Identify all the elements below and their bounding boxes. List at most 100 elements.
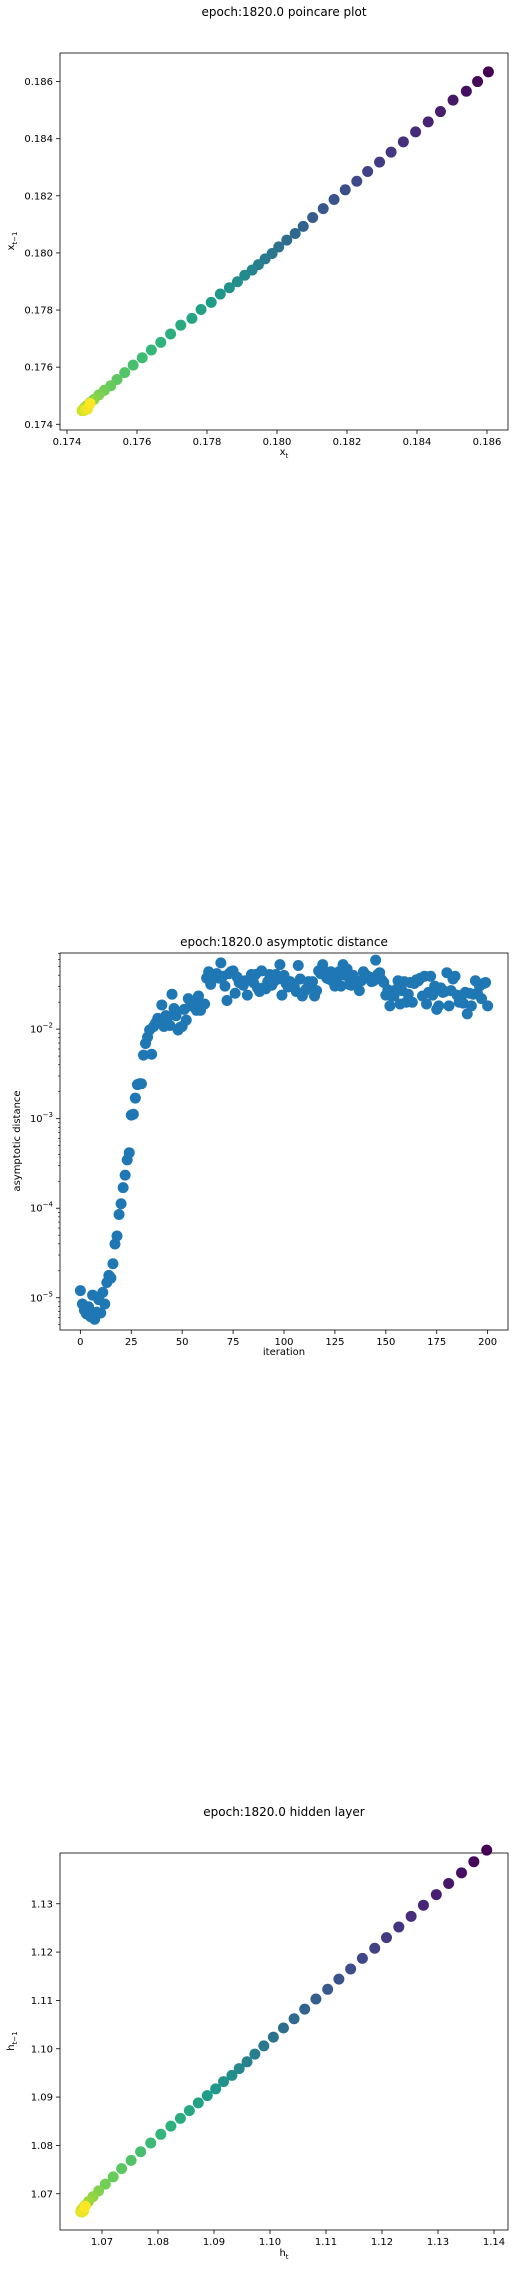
data-point (136, 352, 148, 364)
data-point (277, 2022, 289, 2034)
x-tick-label: 0 (77, 1337, 83, 1348)
x-tick-label: 50 (176, 1337, 189, 1348)
data-point (482, 66, 494, 78)
data-point (241, 2056, 253, 2068)
data-point (374, 156, 386, 168)
x-tick-label: 175 (427, 1337, 446, 1348)
hidden-layer-ticks: 1.07 1.08 1.09 1.10 1.11 1.12 1.13 1.14 1.07 1.08… (31, 1899, 505, 2248)
data-point (433, 1000, 445, 1012)
x-tick-label: 1.07 (91, 2237, 113, 2248)
data-point (425, 970, 437, 982)
data-point (393, 1921, 405, 1933)
data-point (214, 288, 226, 300)
data-point (123, 1147, 135, 1159)
data-point (111, 1230, 123, 1242)
x-tick-label: 150 (376, 1337, 395, 1348)
x-tick-label: 0.184 (403, 437, 432, 448)
y-tick-label: 1.08 (31, 2141, 53, 2152)
y-tick-label: 0.184 (24, 134, 53, 145)
data-point (155, 336, 167, 348)
hidden-layer-plot: epoch:1820.0 hidden layer 1.07 1.08 1.09 1.… (6, 1805, 509, 2261)
data-point (472, 76, 484, 88)
data-point (219, 980, 231, 992)
data-point (456, 1867, 468, 1879)
x-tick-label: 1.09 (203, 2237, 225, 2248)
data-point (356, 1952, 368, 1964)
poincare-plot-ticks: 0.174 0.176 0.178 0.180 0.182 0.184 0.186 0.174… (24, 77, 501, 448)
data-point (351, 175, 363, 187)
y-tick-label: 0.180 (24, 248, 53, 259)
data-point (166, 988, 178, 1000)
data-point (417, 1899, 429, 1911)
data-point (345, 1963, 357, 1975)
hidden-layer-points (75, 1844, 493, 2218)
data-point (292, 960, 304, 972)
data-point (385, 146, 397, 158)
data-point (427, 989, 439, 1001)
y-tick-label: 10−2 (30, 1022, 53, 1036)
data-point (476, 993, 488, 1005)
data-point (434, 106, 446, 118)
data-point (249, 2048, 261, 2060)
data-point (170, 1010, 182, 1022)
data-point (145, 344, 157, 356)
x-tick-label: 0.182 (333, 437, 362, 448)
data-point (165, 2120, 177, 2132)
hidden-layer-frame (59, 1852, 509, 2231)
data-point (135, 2146, 147, 2158)
data-point (397, 136, 409, 148)
data-point (183, 2105, 195, 2117)
data-point (480, 977, 492, 989)
data-point (186, 312, 198, 324)
data-point (460, 85, 472, 97)
data-point (231, 276, 243, 288)
data-point (116, 2163, 128, 2175)
data-point (380, 1932, 392, 1944)
data-point (97, 1286, 109, 1298)
data-point (328, 194, 340, 206)
y-tick-label: 1.12 (31, 1948, 53, 1959)
asymptotic-distance-xlabel: iteration (263, 1347, 305, 1358)
y-tick-label: 10−4 (30, 1201, 54, 1215)
poincare-plot-frame (59, 52, 509, 431)
data-point (258, 2040, 270, 2052)
data-point (229, 987, 241, 999)
y-tick-label: 0.174 (24, 420, 53, 431)
data-point (422, 116, 434, 128)
data-point (215, 957, 227, 969)
data-point (162, 1011, 174, 1023)
data-point (307, 976, 319, 988)
data-point (192, 2097, 204, 2109)
data-point (468, 1856, 480, 1868)
data-point (218, 2076, 230, 2088)
data-point (362, 166, 374, 178)
data-point (119, 1169, 131, 1181)
y-tick-label: 10−5 (30, 1290, 53, 1304)
data-point (146, 1048, 158, 1060)
asymptotic-distance-points (74, 954, 494, 1325)
poincare-plot: epoch:1820.0 poincare plot 0.174 0.176 0.1… (6, 5, 509, 460)
data-point (465, 1000, 477, 1012)
data-point (421, 998, 433, 1010)
asymptotic-distance-plot: epoch:1820.0 asymptotic distance 0 25 50 75… (12, 935, 509, 1358)
x-tick-label: 1.12 (371, 2237, 393, 2248)
data-point (405, 1910, 417, 1922)
data-point (322, 1983, 334, 1995)
data-point (125, 2154, 137, 2166)
x-tick-label: 200 (478, 1337, 497, 1348)
y-tick-label: 10−3 (30, 1111, 53, 1125)
x-tick-label: 100 (274, 1337, 293, 1348)
y-tick-label: 1.10 (31, 2044, 53, 2055)
data-point (156, 999, 168, 1011)
data-point (482, 1000, 494, 1012)
data-point (299, 2003, 311, 2015)
data-point (384, 1000, 396, 1012)
data-point (274, 959, 286, 971)
y-tick-label: 1.09 (31, 2093, 53, 2104)
data-point (175, 319, 187, 331)
x-tick-label: 75 (227, 1337, 240, 1348)
data-point (127, 359, 139, 371)
data-point (99, 2178, 111, 2190)
data-point (353, 985, 365, 997)
